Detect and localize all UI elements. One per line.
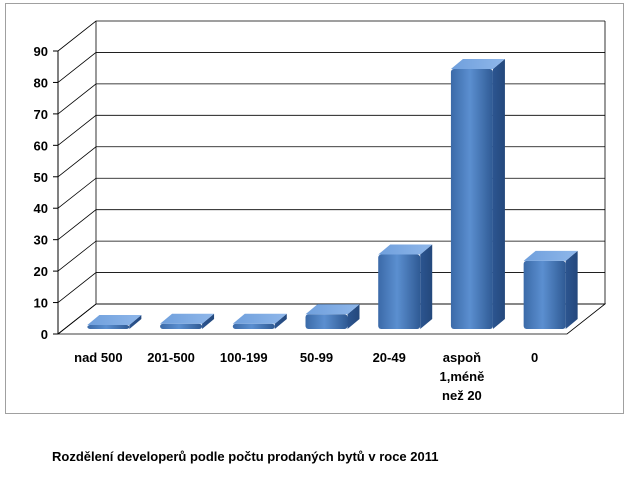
gridline — [57, 52, 605, 83]
bar-chart: 0 10 20 30 40 50 60 70 80 90 nad 500 201-500 100-19… — [34, 20, 607, 403]
y-tick-label: 50 — [34, 170, 48, 185]
gridlines — [57, 20, 605, 335]
axes — [53, 21, 607, 335]
y-tick-label: 60 — [34, 138, 48, 153]
x-tick-label: 201-500 — [147, 350, 195, 365]
bar — [232, 313, 287, 329]
chart-frame: 0 10 20 30 40 50 60 70 80 90 nad 500 201-500 100-19… — [5, 3, 624, 414]
gridline — [57, 240, 605, 272]
y-tick-label: 20 — [34, 264, 48, 279]
x-tick-label: 0 — [531, 350, 538, 365]
bar — [305, 304, 360, 329]
bar — [87, 315, 142, 329]
chart-caption: Rozdělení developerů podle počtu prodaný… — [52, 449, 439, 464]
x-tick-label: 100-199 — [220, 350, 268, 365]
gridline — [57, 177, 605, 209]
gridline — [57, 20, 605, 52]
bar — [160, 313, 215, 329]
y-tick-label: 30 — [34, 233, 48, 248]
bar — [523, 250, 578, 329]
y-tick-label: 80 — [34, 75, 48, 90]
y-tick-label: 10 — [34, 296, 48, 311]
x-tick-labels: nad 500 201-500 100-199 50-99 20-49 aspoň 1,mé… — [74, 350, 538, 403]
x-tick-label: 50-99 — [300, 350, 333, 365]
x-tick-label: nad 500 — [74, 350, 122, 365]
x-tick-label: 20-49 — [373, 350, 406, 365]
y-tick-label: 40 — [34, 201, 48, 216]
x-tick-label: aspoň 1,méně než 20 — [440, 350, 485, 403]
chart-floor — [56, 303, 607, 335]
gridline — [57, 272, 605, 303]
y-tick-label: 70 — [34, 107, 48, 122]
bars — [87, 59, 578, 330]
y-tick-label: 90 — [34, 44, 48, 59]
gridline — [57, 83, 605, 115]
bar — [378, 244, 433, 329]
bar — [450, 59, 505, 330]
y-tick-labels: 0 10 20 30 40 50 60 70 80 90 — [34, 44, 48, 342]
gridline — [57, 114, 605, 146]
gridline — [57, 146, 605, 178]
y-tick-label: 0 — [41, 327, 48, 342]
gridline — [57, 209, 605, 240]
